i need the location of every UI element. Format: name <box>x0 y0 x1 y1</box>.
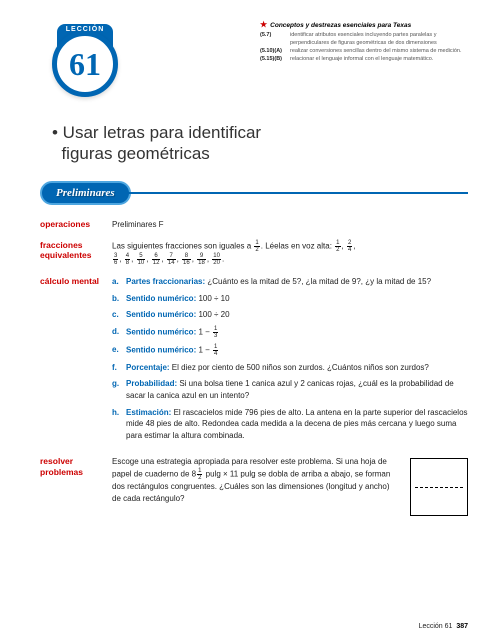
page-footer: Lección 61 387 <box>419 623 468 630</box>
fracciones-label: fracciones equivalentes <box>40 240 112 266</box>
standards-block: Conceptos y destrezas esenciales para Te… <box>260 20 470 64</box>
calculo-item: d.Sentido numérico: 1 − 13 <box>112 326 468 339</box>
calculo-item: c.Sentido numérico: 100 ÷ 20 <box>112 309 468 321</box>
standard-row: (5.7)identificar atributos esenciales in… <box>260 32 470 46</box>
standard-row: (5.10)(A)realizar conversiones sencillas… <box>260 48 470 55</box>
resolver-body: Escoge una estrategia apropiada para res… <box>112 456 468 516</box>
calculo-item: b.Sentido numérico: 100 ÷ 10 <box>112 293 468 305</box>
fracciones-section: fracciones equivalentes Las siguientes f… <box>40 240 468 266</box>
operaciones-label: operaciones <box>40 219 112 231</box>
calculo-item: e.Sentido numérico: 1 − 14 <box>112 344 468 357</box>
standard-row: (5.15)(B)relacionar el lenguaje informal… <box>260 56 470 63</box>
resolver-label: resolver problemas <box>40 456 112 516</box>
footer-label: Lección 61 <box>419 623 453 630</box>
operaciones-body: Preliminares F <box>112 219 468 231</box>
calculo-body: a.Partes fraccionarias: ¿Cuánto es la mi… <box>112 276 468 446</box>
preliminares-pill: Preliminares <box>40 181 131 205</box>
badge-number: 61 <box>69 46 101 83</box>
calculo-item: f.Porcentaje: El diez por ciento de 500 … <box>112 362 468 374</box>
lesson-badge: LECCIÓN 61 <box>40 24 130 114</box>
calculo-item: g.Probabilidad: Si una bolsa tiene 1 can… <box>112 378 468 401</box>
resolver-section: resolver problemas Escoge una estrategia… <box>40 456 468 516</box>
calculo-item: a.Partes fraccionarias: ¿Cuánto es la mi… <box>112 276 468 288</box>
page-title: • Usar letras para identificar figuras g… <box>52 122 468 165</box>
fracciones-body: Las siguientes fracciones son iguales a … <box>112 240 468 266</box>
operaciones-section: operaciones Preliminares F <box>40 219 468 231</box>
fold-figure <box>410 458 468 516</box>
badge-circle: 61 <box>52 31 118 97</box>
calculo-item: h.Estimación: El rascacielos mide 796 pi… <box>112 407 468 442</box>
calculo-label: cálculo mental <box>40 276 112 446</box>
divider-line <box>127 192 468 194</box>
preliminares-banner: Preliminares <box>40 181 468 205</box>
standards-header: Conceptos y destrezas esenciales para Te… <box>260 20 470 30</box>
calculo-section: cálculo mental a.Partes fraccionarias: ¿… <box>40 276 468 446</box>
footer-page: 387 <box>456 623 468 630</box>
